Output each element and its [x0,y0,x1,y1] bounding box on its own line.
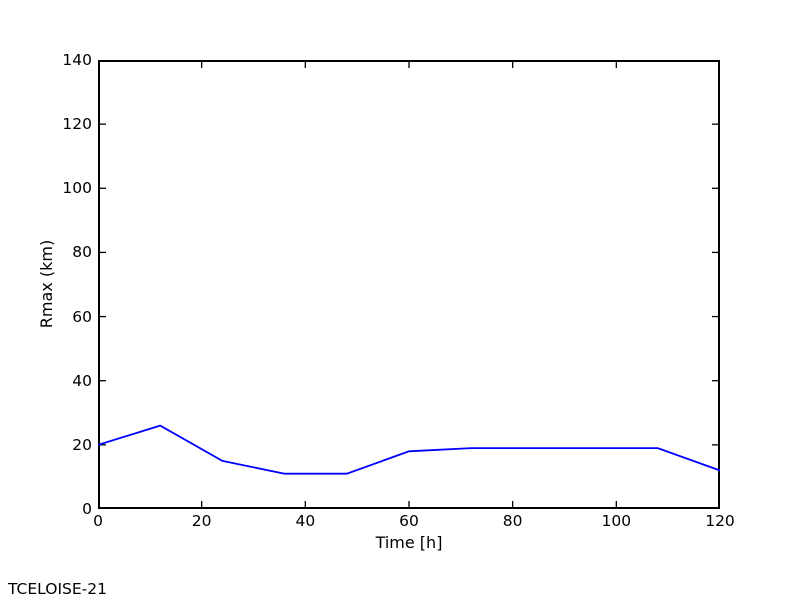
x-axis-label: Time [h] [375,533,443,552]
y-tick-label: 20 [72,435,92,454]
y-tick-label: 120 [62,115,92,134]
chart-canvas [98,60,720,509]
y-tick-label: 0 [82,500,92,518]
x-tick-label: 100 [601,512,632,530]
annotation-block: TCELOISE-21 Radius of maximum wind (km) … [8,556,297,600]
x-tick-label: 120 [705,512,735,530]
storm-id-text: TCELOISE-21 [8,579,107,598]
axes-frame [98,60,720,509]
x-tick-label: 40 [295,512,316,530]
y-tick-label: 140 [62,51,92,69]
x-tick-label: 60 [399,512,419,530]
y-tick-label: 100 [62,179,92,198]
plot-area [98,60,720,509]
x-tick-label: 0 [93,512,103,530]
y-tick-label: 40 [72,371,92,390]
data-line [98,424,720,475]
y-tick-label: 80 [72,243,92,262]
y-axis-label: Rmax (km) [37,239,56,329]
y-tick-label: 60 [72,307,92,326]
x-tick-label: 80 [502,512,523,530]
x-tick-label: 20 [191,512,212,530]
